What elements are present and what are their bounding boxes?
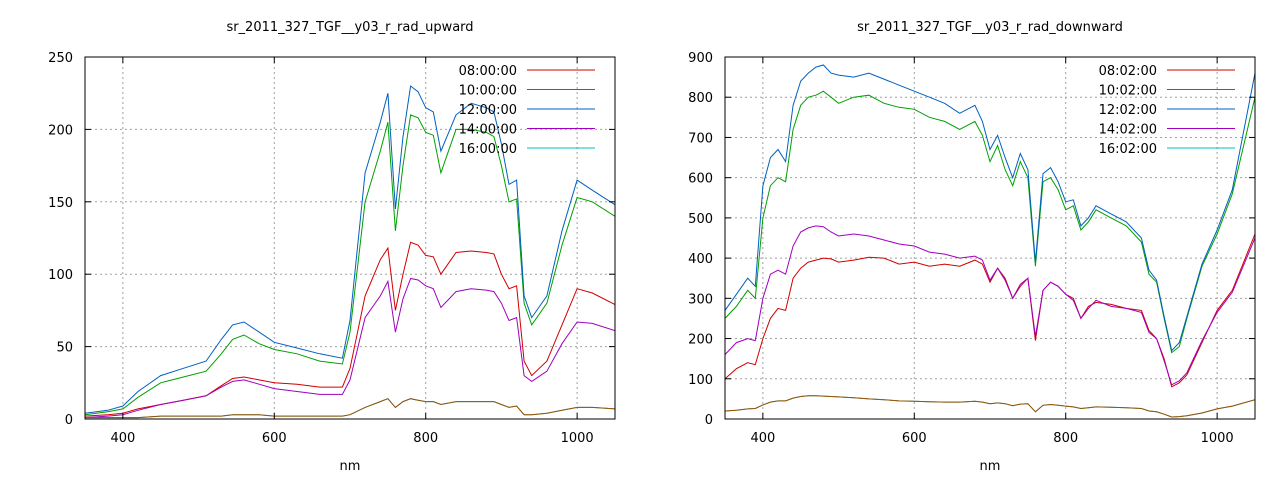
x-tick-label: 600	[262, 431, 287, 446]
x-tick-label: 400	[750, 431, 775, 446]
y-tick-label: 900	[688, 51, 713, 66]
chart-2: sr_2011_327_TGF__y03_r_rad_downward 400 60…	[688, 20, 1256, 474]
x-tick-label: 600	[902, 431, 927, 446]
y-tick-label: 700	[688, 131, 713, 146]
x-tick-label: 800	[413, 431, 438, 446]
chart-title: sr_2011_327_TGF__y03_r_rad_upward	[226, 20, 473, 35]
y-tick-label: 150	[48, 196, 73, 211]
x-axis-label: nm	[980, 459, 1001, 474]
series-line-140200	[725, 225, 1255, 386]
series-line-080200	[725, 233, 1255, 388]
legend-label: 14:00:00	[459, 123, 517, 138]
series-line-100200	[725, 90, 1255, 354]
y-tick-label: 300	[688, 292, 713, 307]
legend-label: 08:00:00	[459, 64, 517, 79]
x-tick-label: 400	[110, 431, 135, 446]
legend-label: 14:02:00	[1099, 123, 1157, 138]
legend-label: 16:00:00	[459, 142, 517, 157]
y-tick-label: 0	[65, 413, 73, 428]
x-tick-label: 1000	[1201, 431, 1234, 446]
y-tick-label: 200	[688, 333, 713, 348]
x-axis-label: nm	[340, 459, 361, 474]
y-tick-label: 250	[48, 51, 73, 66]
y-tick-label: 400	[688, 252, 713, 267]
series-line-120000	[85, 85, 615, 414]
legend-label: 10:00:00	[459, 84, 517, 99]
plot-frame	[724, 56, 1256, 420]
y-tick-label: 800	[688, 91, 713, 106]
chart-title: sr_2011_327_TGF__y03_r_rad_downward	[857, 20, 1123, 35]
y-tick-label: 500	[688, 212, 713, 227]
series-line-080000	[85, 241, 615, 417]
series-line-extra-5	[85, 398, 615, 419]
chart-1: sr_2011_327_TGF__y03_r_rad_upward 400 600 8…	[48, 20, 616, 474]
series-line-120200	[725, 64, 1255, 352]
y-tick-label: 100	[688, 373, 713, 388]
y-tick-label: 600	[688, 172, 713, 187]
series-line-100000	[85, 114, 615, 416]
series-line-140000	[85, 277, 615, 419]
series-line-extra-5	[725, 395, 1255, 418]
legend-label: 12:00:00	[459, 103, 517, 118]
legend-label: 08:02:00	[1099, 64, 1157, 79]
plot-frame	[84, 56, 616, 420]
x-tick-label: 1000	[561, 431, 594, 446]
legend-label: 12:02:00	[1099, 103, 1157, 118]
y-tick-label: 200	[48, 123, 73, 138]
y-tick-label: 0	[705, 413, 713, 428]
legend-label: 16:02:00	[1099, 142, 1157, 157]
series-line-160200	[725, 395, 1255, 418]
legend-label: 10:02:00	[1099, 84, 1157, 99]
y-tick-label: 100	[48, 268, 73, 283]
y-tick-label: 50	[56, 341, 73, 356]
x-tick-label: 800	[1053, 431, 1078, 446]
